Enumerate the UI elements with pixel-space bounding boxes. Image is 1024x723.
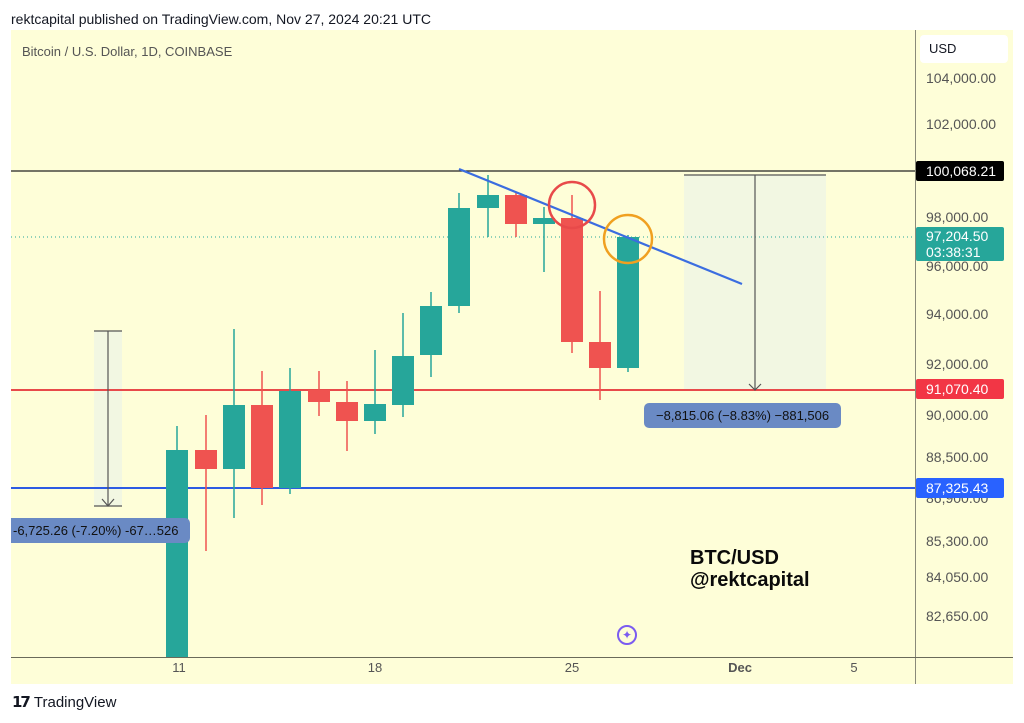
chart-title: Bitcoin / U.S. Dollar, 1D, COINBASE bbox=[22, 44, 233, 59]
price-tick: 94,000.00 bbox=[926, 306, 989, 322]
price-tick: 96,000.00 bbox=[926, 258, 989, 274]
price-tag-resistance: 100,068.21 bbox=[916, 161, 1004, 181]
tradingview-logo-icon: 𝟭𝟳 bbox=[12, 694, 31, 711]
retest-circle-orange bbox=[602, 213, 654, 265]
watermark: BTC/USD @rektcapital bbox=[690, 547, 810, 591]
price-tick: 92,000.00 bbox=[926, 356, 989, 372]
price-tick: 84,050.00 bbox=[926, 569, 989, 585]
price-axis-divider bbox=[915, 30, 916, 684]
candle-up[interactable] bbox=[223, 405, 245, 469]
candle-up[interactable] bbox=[617, 237, 639, 368]
candle-up[interactable] bbox=[166, 450, 188, 657]
rejection-circle-red bbox=[547, 180, 597, 230]
price-tag-support-blue: 87,325.43 bbox=[916, 478, 1004, 498]
candles-group bbox=[166, 175, 639, 657]
candle-down[interactable] bbox=[589, 342, 611, 368]
current-price: 97,204.50 bbox=[926, 228, 989, 244]
candle-down[interactable] bbox=[336, 402, 358, 421]
watermark-handle: @rektcapital bbox=[690, 569, 810, 591]
price-tag-support-red: 91,070.40 bbox=[916, 379, 1004, 399]
footer-brand[interactable]: 𝟭𝟳 TradingView bbox=[12, 693, 117, 712]
bar-countdown: 03:38:31 bbox=[926, 244, 981, 260]
candle-down[interactable] bbox=[251, 405, 273, 488]
measure-arrow-right bbox=[684, 174, 826, 391]
candle-up[interactable] bbox=[477, 195, 499, 208]
price-tick: 85,300.00 bbox=[926, 533, 989, 549]
measure-label-left: -6,725.26 (-7.20%) -67…526 bbox=[11, 518, 191, 543]
price-tick: 90,000.00 bbox=[926, 407, 989, 423]
candle-down[interactable] bbox=[195, 450, 217, 469]
time-axis-divider bbox=[11, 657, 1013, 658]
price-tick: 82,650.00 bbox=[926, 608, 989, 624]
time-tick: 25 bbox=[564, 660, 580, 675]
candle-down[interactable] bbox=[308, 390, 330, 402]
brand-name: TradingView bbox=[33, 693, 117, 711]
candle-up[interactable] bbox=[279, 391, 301, 488]
candle-down[interactable] bbox=[505, 195, 527, 224]
price-tick: 88,500.00 bbox=[926, 449, 989, 465]
candle-up[interactable] bbox=[448, 208, 470, 306]
descending-trendline[interactable] bbox=[458, 167, 743, 286]
price-tick: 98,000.00 bbox=[926, 209, 989, 225]
candle-up[interactable] bbox=[533, 218, 555, 224]
candle-up[interactable] bbox=[420, 306, 442, 355]
watermark-pair: BTC/USD bbox=[690, 547, 779, 569]
currency-button[interactable]: USD bbox=[920, 35, 1008, 63]
time-tick: 5 bbox=[850, 660, 858, 675]
candle-down[interactable] bbox=[561, 218, 583, 342]
published-header: rektcapital published on TradingView.com… bbox=[11, 11, 431, 27]
time-tick: 11 bbox=[172, 660, 186, 675]
price-tick: 104,000.00 bbox=[926, 70, 997, 86]
price-tag-current: 97,204.50 03:38:31 bbox=[916, 227, 1004, 261]
time-tick: Dec bbox=[728, 660, 752, 675]
price-tick: 102,000.00 bbox=[926, 116, 997, 132]
sparkle-icon[interactable]: ✦ bbox=[617, 625, 637, 645]
time-tick: 18 bbox=[367, 660, 383, 675]
candle-up[interactable] bbox=[364, 404, 386, 421]
measure-label-right: −8,815.06 (−8.83%) −881,506 bbox=[644, 403, 842, 428]
candle-up[interactable] bbox=[392, 356, 414, 405]
measure-arrow-left bbox=[94, 330, 122, 507]
